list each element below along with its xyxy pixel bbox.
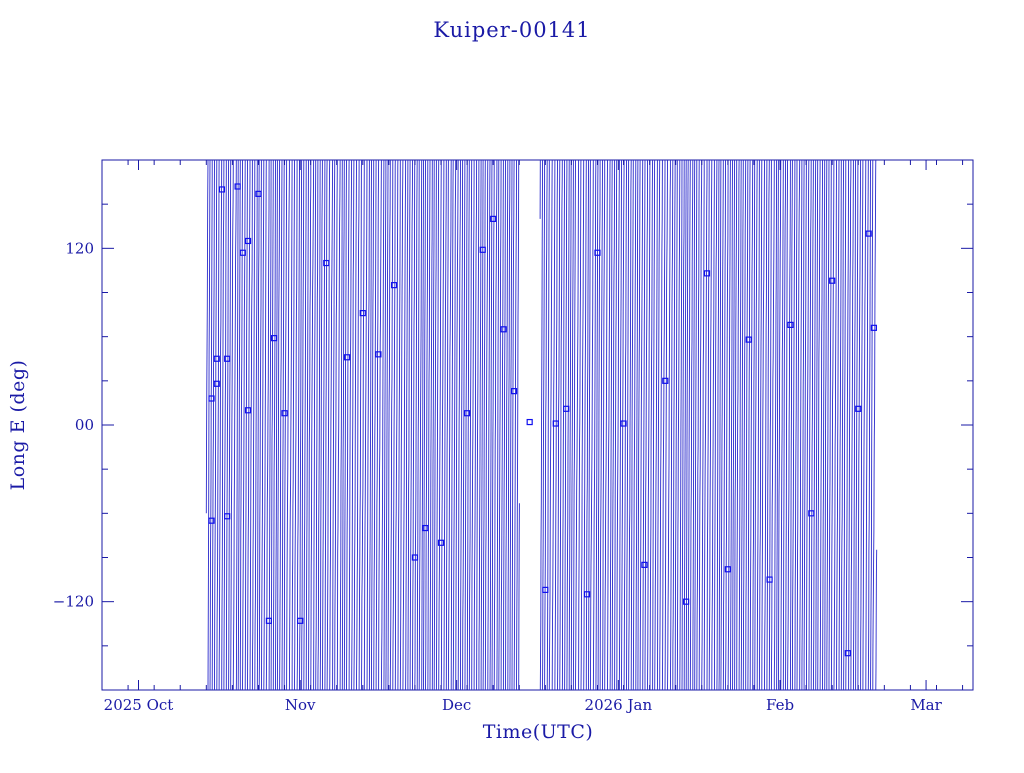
data-point [500, 326, 507, 333]
data-point [359, 310, 366, 317]
data-point [542, 586, 549, 593]
sample-markers [208, 183, 878, 657]
data-point [224, 355, 231, 362]
data-point [265, 617, 272, 624]
data-point [745, 336, 752, 343]
x-tick-label: Feb [766, 696, 794, 714]
data-point [255, 190, 262, 197]
data-point [244, 237, 252, 245]
data-point [787, 321, 794, 328]
data-point [683, 598, 690, 605]
data-point [281, 410, 288, 417]
y-tick-label: −120 [53, 593, 94, 611]
data-point [870, 324, 878, 331]
data-point [766, 576, 773, 583]
data-point [855, 405, 862, 412]
data-point [620, 420, 627, 427]
data-point [703, 270, 711, 277]
data-point [724, 566, 731, 573]
y-tick-label: 120 [65, 239, 94, 257]
data-point [526, 418, 533, 426]
plot-area: 2025 Oct Nov Dec 2026 Jan Feb Mar −120 00 120 [53, 159, 974, 714]
data-point [218, 186, 226, 193]
data-point [323, 259, 330, 267]
x-axis-label: Time(UTC) [483, 721, 594, 743]
chart-title: Kuiper-00141 [433, 18, 590, 42]
x-tick-label: Nov [285, 696, 316, 714]
data-point [490, 215, 497, 222]
data-point [297, 617, 304, 624]
data-point [234, 183, 241, 190]
trace-path [205, 159, 878, 691]
data-point [641, 561, 648, 568]
data-point [390, 282, 398, 289]
data-point [865, 230, 872, 237]
data-point [829, 277, 836, 284]
data-point [344, 354, 351, 361]
data-point [411, 554, 419, 561]
data-point [563, 405, 570, 412]
data-point [224, 513, 231, 520]
axis-ticks: 2025 Oct Nov Dec 2026 Jan Feb Mar −120 00 120 [53, 160, 973, 714]
data-point [208, 395, 215, 402]
data-point [510, 388, 518, 395]
data-point [239, 249, 246, 256]
y-tick-label: 00 [75, 416, 94, 434]
data-point [244, 407, 252, 414]
ground-track-trace [205, 159, 878, 691]
x-tick-label: 2025 Oct [104, 696, 174, 714]
y-axis-label: Long E (deg) [7, 360, 29, 491]
data-point [594, 249, 601, 256]
data-point [662, 377, 669, 384]
x-tick-label: Mar [910, 696, 942, 714]
data-point [375, 351, 382, 358]
data-point [844, 650, 851, 657]
data-point [583, 591, 591, 598]
data-point [808, 510, 815, 517]
data-point [479, 246, 486, 253]
data-point [213, 380, 220, 387]
x-tick-label: Dec [442, 696, 471, 714]
x-tick-label: 2026 Jan [585, 696, 653, 714]
data-point [437, 539, 445, 546]
data-point [208, 517, 215, 524]
data-point [422, 524, 429, 532]
data-point [213, 355, 220, 362]
data-point [552, 420, 559, 427]
data-point [271, 335, 278, 342]
data-point [463, 410, 471, 417]
